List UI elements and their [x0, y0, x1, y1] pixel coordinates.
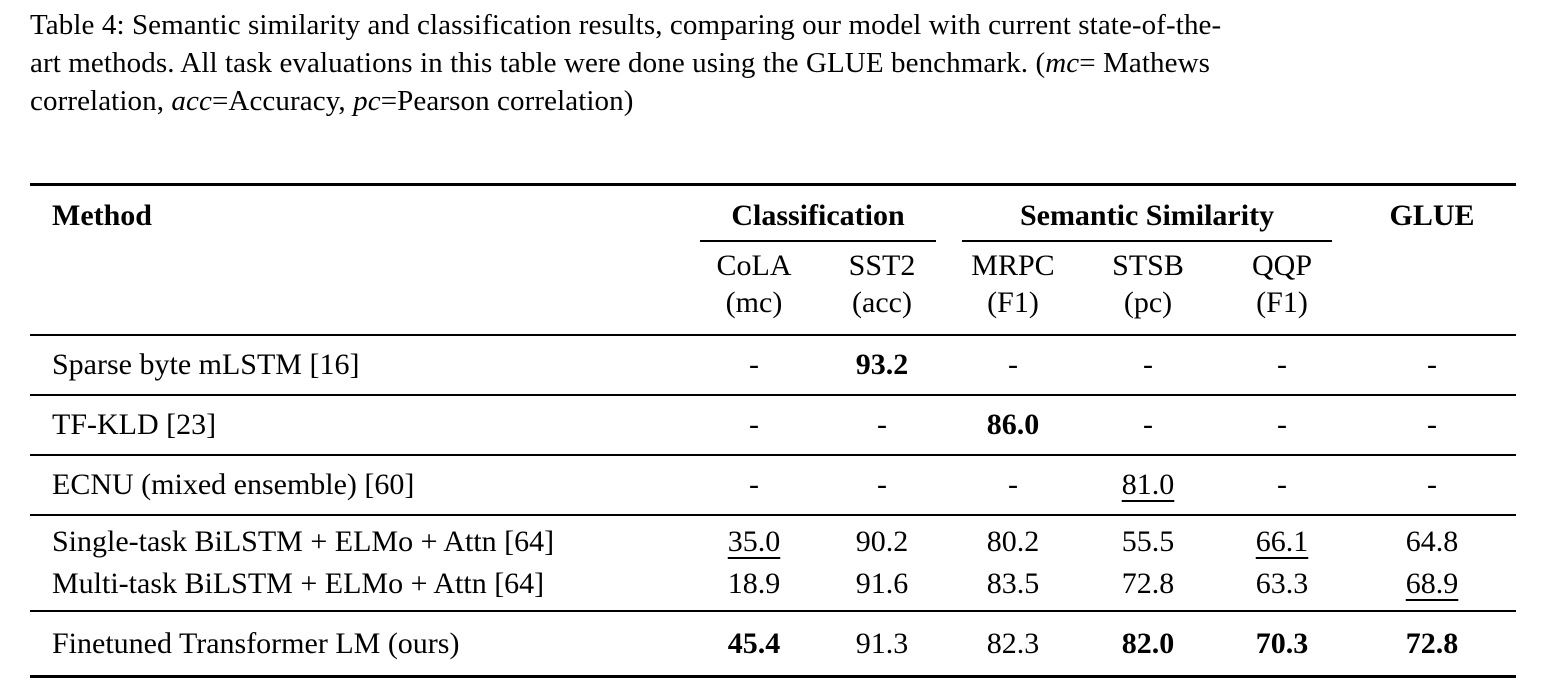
- value-cell: -: [946, 335, 1080, 396]
- paper-page: Table 4: Semantic similarity and classif…: [30, 6, 1518, 678]
- value-cell: 72.8: [1080, 563, 1216, 612]
- table-row: Multi-task BiLSTM + ELMo + Attn [64] 18.…: [30, 563, 1517, 612]
- value-cell: 80.2: [986, 525, 1040, 558]
- value-cell: 90.2: [855, 525, 909, 558]
- column-header-mrpc: MRPC (F1): [946, 242, 1080, 336]
- value-cell: -: [1216, 395, 1349, 456]
- column-header-stsb: STSB (pc): [1080, 242, 1216, 336]
- value-cell: -: [1348, 395, 1517, 456]
- group-header-semantic-similarity: Semantic Similarity: [946, 185, 1348, 242]
- caption-line-1: Table 4: Semantic similarity and classif…: [30, 9, 1222, 41]
- method-cell: Finetuned Transformer LM (ours): [52, 627, 460, 660]
- subheader-empty: [1348, 242, 1517, 336]
- value-cell: -: [818, 455, 946, 516]
- group-header-glue: GLUE: [1389, 199, 1475, 232]
- value-cell: 45.4: [727, 627, 781, 660]
- value-cell: 91.6: [818, 563, 946, 612]
- column-header-qqp: QQP (F1): [1216, 242, 1349, 336]
- value-cell: -: [1216, 455, 1349, 516]
- column-header-cola: CoLA (mc): [690, 242, 818, 336]
- value-cell: -: [1348, 335, 1517, 396]
- subheader-empty: [30, 242, 690, 336]
- value-cell: -: [690, 455, 818, 516]
- value-cell: -: [690, 335, 818, 396]
- method-cell: ECNU (mixed ensemble) [60]: [30, 455, 690, 516]
- value-cell: 86.0: [946, 395, 1080, 456]
- value-cell: 91.3: [855, 627, 909, 660]
- method-cell: Single-task BiLSTM + ELMo + Attn [64]: [52, 525, 555, 558]
- value-cell: 70.3: [1255, 627, 1309, 660]
- table-row: ECNU (mixed ensemble) [60] - - - 81.0 - …: [30, 455, 1517, 516]
- value-cell: 82.3: [986, 627, 1040, 660]
- caption-line-2: art methods. All task evaluations in thi…: [30, 47, 1211, 79]
- value-cell: -: [818, 395, 946, 456]
- value-cell: 81.0: [1080, 455, 1216, 516]
- value-cell: 66.1: [1255, 525, 1309, 558]
- value-cell: -: [1348, 455, 1517, 516]
- value-cell: 72.8: [1405, 627, 1459, 660]
- value-cell: 64.8: [1405, 525, 1459, 558]
- subheader-row: CoLA (mc) SST2 (acc) MRPC (F1) STSB (pc) QQP…: [30, 242, 1517, 336]
- value-cell: 35.0: [727, 525, 781, 558]
- value-cell: 18.9: [690, 563, 818, 612]
- value-cell: -: [690, 395, 818, 456]
- table-row: TF-KLD [23] - - 86.0 - - -: [30, 395, 1517, 456]
- value-cell: 93.2: [818, 335, 946, 396]
- results-table: Method Classification Semantic Similarit…: [30, 183, 1517, 678]
- value-cell: 63.3: [1216, 563, 1349, 612]
- column-header-sst2: SST2 (acc): [818, 242, 946, 336]
- value-cell: -: [1080, 335, 1216, 396]
- method-cell: Sparse byte mLSTM [16]: [30, 335, 690, 396]
- value-cell: 83.5: [946, 563, 1080, 612]
- group-header-classification: Classification: [690, 185, 946, 242]
- method-cell: TF-KLD [23]: [30, 395, 690, 456]
- caption-line-3: correlation, acc=Accuracy, pc=Pearson co…: [30, 85, 634, 117]
- value-cell: 82.0: [1121, 627, 1175, 660]
- group-header-row: Method Classification Semantic Similarit…: [30, 185, 1516, 242]
- column-header-method: Method: [52, 199, 152, 232]
- table-caption: Table 4: Semantic similarity and classif…: [30, 6, 1518, 120]
- table-row: Finetuned Transformer LM (ours) 45.4 91.…: [30, 611, 1516, 677]
- method-cell: Multi-task BiLSTM + ELMo + Attn [64]: [30, 563, 690, 612]
- value-cell: -: [946, 455, 1080, 516]
- table-row: Sparse byte mLSTM [16] - 93.2 - - - -: [30, 335, 1517, 396]
- table-row: Single-task BiLSTM + ELMo + Attn [64] 35…: [30, 515, 1516, 563]
- value-cell: -: [1080, 395, 1216, 456]
- value-cell: 55.5: [1121, 525, 1175, 558]
- value-cell: -: [1216, 335, 1349, 396]
- value-cell: 68.9: [1348, 563, 1517, 612]
